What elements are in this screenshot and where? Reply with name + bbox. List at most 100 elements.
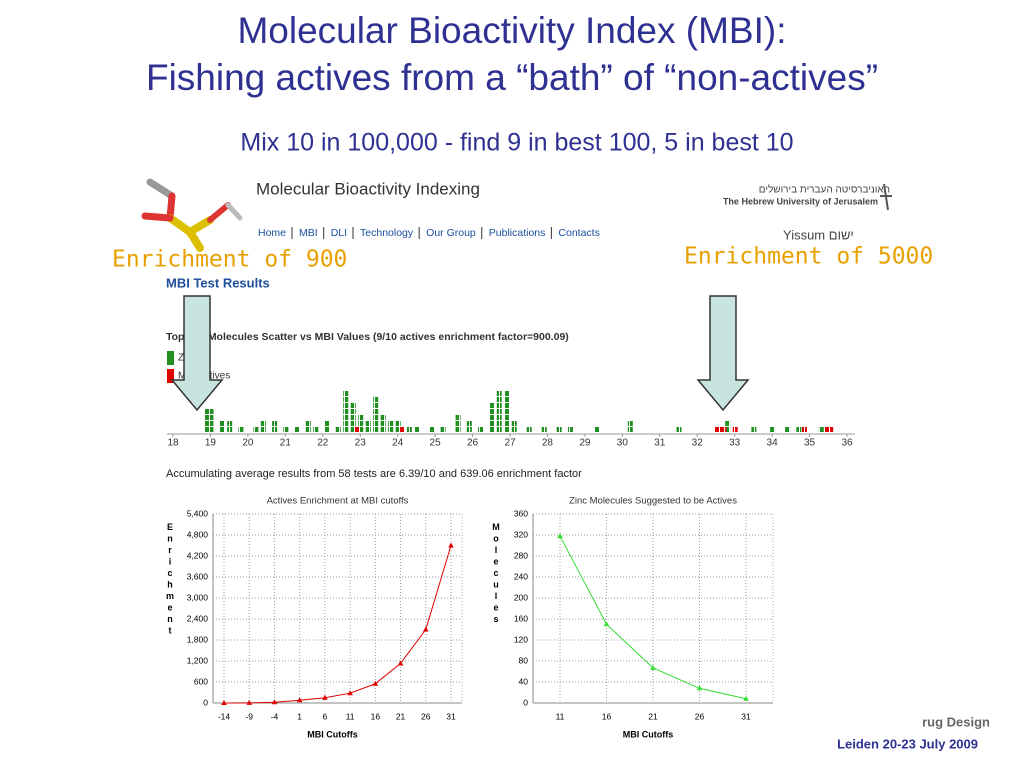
strip-column (272, 420, 278, 432)
y-tick-label: 160 (514, 613, 528, 623)
chart-title: Actives Enrichment at MBI cutoffs (267, 496, 409, 507)
y-tick-label: 0 (523, 697, 528, 707)
plot-frame (212, 513, 463, 704)
logo (141, 178, 243, 252)
strip-column (208, 408, 214, 432)
nav-link[interactable]: Contacts (558, 227, 599, 239)
marker (271, 699, 278, 705)
x-tick-label: 19 (205, 438, 217, 449)
strip-column (824, 426, 830, 432)
arrow (170, 295, 224, 412)
results-heading: MBI Test Results (166, 275, 270, 290)
data-line (559, 535, 747, 700)
strip-column (770, 426, 776, 432)
strip-column (785, 426, 791, 432)
x-tick-label: -9 (245, 711, 253, 721)
x-tick-label: 27 (504, 438, 516, 449)
legend-swatch (167, 351, 174, 365)
strip-column (818, 426, 824, 432)
marker (397, 660, 404, 666)
x-tick-label: 28 (542, 438, 554, 449)
marker (603, 621, 610, 627)
strip-column (511, 420, 517, 432)
y-tick-label: 0 (203, 697, 208, 707)
strip-column (350, 402, 356, 432)
strip-column (567, 426, 573, 432)
strip-column (399, 426, 405, 432)
y-tick-label: 360 (514, 508, 528, 518)
arrow (696, 295, 750, 412)
yissum: Yissum ישום (783, 227, 854, 242)
x-tick-label: 6 (323, 711, 328, 721)
university-logo (880, 183, 892, 211)
strip-column (219, 420, 225, 432)
nav-link[interactable]: Home (258, 227, 286, 239)
title-line: Fishing actives from a “bath” of “non-ac… (146, 57, 878, 98)
strip-column (751, 426, 757, 432)
strip-column (283, 426, 289, 432)
y-axis-label: Molecules (491, 522, 501, 626)
strip-column (526, 426, 532, 432)
nav-link[interactable]: MBI (299, 227, 318, 239)
y-tick-label: 3,600 (187, 571, 209, 581)
marker (448, 542, 454, 548)
strip-column (594, 426, 600, 432)
x-tick-label: 20 (242, 438, 254, 449)
marker (650, 664, 656, 670)
subtitle: Mix 10 in 100,000 - find 9 in best 100, … (240, 129, 793, 157)
strip-column (466, 420, 472, 432)
nav-link[interactable]: Our Group (426, 227, 476, 239)
nav-link[interactable]: Publications (489, 227, 546, 239)
x-tick-label: 21 (648, 711, 658, 721)
nav-link[interactable]: DLI (331, 227, 347, 239)
y-tick-label: 320 (514, 529, 528, 539)
strip-column (541, 426, 547, 432)
data-line (223, 545, 452, 704)
chart-title: Zinc Molecules Suggested to be Actives (569, 496, 737, 507)
nav: Home MBI DLI Technology Our Group Publication… (258, 227, 600, 239)
strip-column (414, 426, 420, 432)
y-tick-label: 120 (514, 634, 528, 644)
strip-column (717, 426, 723, 432)
marker (422, 626, 429, 632)
x-tick-label: 22 (317, 438, 329, 449)
strip-column (440, 426, 446, 432)
strip-column (305, 420, 311, 432)
strip-column (260, 420, 266, 432)
y-axis-label: Enrichment (165, 522, 175, 637)
y-tick-label: 200 (514, 592, 528, 602)
results-note: Accumulating average results from 58 tes… (166, 468, 582, 480)
strip-column (313, 426, 319, 432)
strip-column (828, 426, 834, 432)
x-tick-label: 21 (396, 711, 406, 721)
x-tick-label: 31 (741, 711, 751, 721)
x-tick-label: 34 (767, 438, 779, 449)
strip-column (504, 390, 510, 432)
x-tick-label: 11 (556, 711, 565, 721)
annotation: Enrichment of 5000 (684, 244, 933, 270)
x-tick-label: 23 (355, 438, 367, 449)
y-tick-label: 600 (194, 676, 208, 686)
marker (743, 695, 749, 701)
x-tick-label: 29 (579, 438, 591, 449)
x-tick-label: 31 (654, 438, 666, 449)
strip-column (496, 390, 502, 432)
university-english: The Hebrew University of Jerusalem (723, 196, 878, 206)
y-tick-label: 2,400 (187, 613, 209, 623)
strip-column (388, 420, 394, 432)
x-tick-label: 36 (841, 438, 853, 449)
strip-column (227, 420, 233, 432)
strip-column (801, 426, 807, 432)
marker (372, 680, 379, 686)
x-tick-label: 16 (602, 711, 612, 721)
plot-frame (532, 513, 774, 704)
title-line: Molecular Bioactivity Index (MBI): (237, 10, 786, 51)
annotation: Enrichment of 900 (112, 247, 347, 273)
x-tick-label: 33 (729, 438, 741, 449)
strip-column (676, 426, 682, 432)
x-tick-label: 1 (297, 711, 302, 721)
nav-link[interactable]: Technology (360, 227, 414, 239)
y-tick-label: 4,200 (187, 550, 209, 560)
marker (347, 690, 353, 696)
